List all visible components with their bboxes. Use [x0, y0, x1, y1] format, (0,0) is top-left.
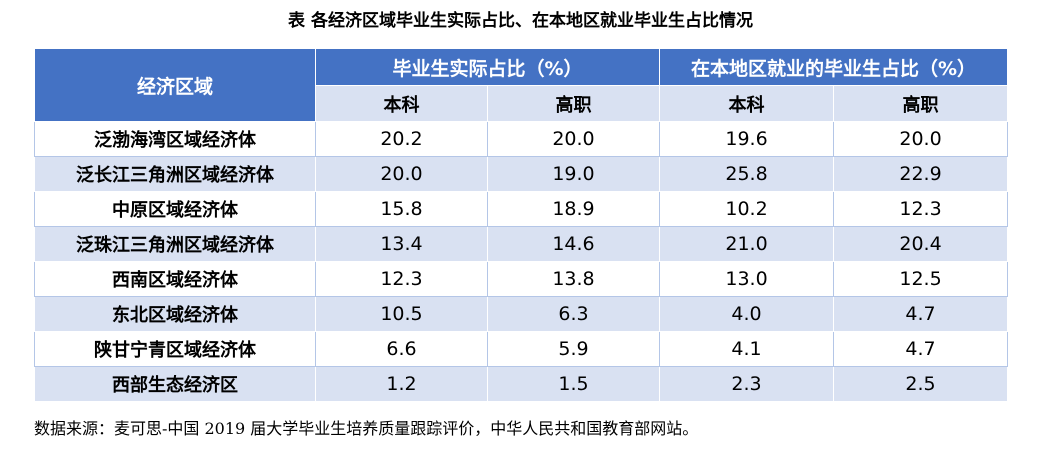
region-cell: 陕甘宁青区域经济体: [34, 331, 316, 367]
value-cell: 12.3: [833, 191, 1009, 227]
value-cell: 20.4: [833, 226, 1009, 262]
value-cell: 10.5: [315, 296, 488, 332]
table-row: 东北区域经济体 10.5 6.3 4.0 4.7: [34, 296, 1009, 332]
header-row-main: 经济区域 毕业生实际占比（%） 在本地区就业的毕业生占比（%）: [34, 48, 1009, 122]
header-sub-vocational-2: 高职: [833, 85, 1009, 122]
value-cell: 12.5: [833, 261, 1009, 297]
region-cell: 东北区域经济体: [34, 296, 316, 332]
header-region: 经济区域: [34, 48, 316, 122]
table-row: 泛长江三角洲区域经济体 20.0 19.0 25.8 22.9: [34, 156, 1009, 192]
value-cell: 2.3: [659, 366, 835, 402]
value-cell: 1.2: [315, 366, 488, 402]
value-cell: 20.0: [486, 121, 661, 157]
region-cell: 西南区域经济体: [34, 261, 316, 297]
region-cell: 中原区域经济体: [34, 191, 316, 227]
table-row: 西部生态经济区 1.2 1.5 2.3 2.5: [34, 366, 1009, 402]
value-cell: 22.9: [833, 156, 1009, 192]
value-cell: 6.3: [486, 296, 661, 332]
region-cell: 泛珠江三角洲区域经济体: [34, 226, 316, 262]
value-cell: 19.6: [659, 121, 835, 157]
table-row: 泛渤海湾区域经济体 20.2 20.0 19.6 20.0: [34, 121, 1009, 157]
value-cell: 25.8: [659, 156, 835, 192]
value-cell: 20.0: [315, 156, 488, 192]
value-cell: 4.1: [659, 331, 835, 367]
header-row-sub: 本科 高职 本科 高职: [35, 85, 1009, 122]
value-cell: 12.3: [315, 261, 488, 297]
region-cell: 泛渤海湾区域经济体: [34, 121, 316, 157]
value-cell: 21.0: [659, 226, 835, 262]
value-cell: 20.2: [315, 121, 488, 157]
value-cell: 5.9: [486, 331, 661, 367]
header-sub-undergrad-2: 本科: [659, 85, 835, 122]
table-row: 西南区域经济体 12.3 13.8 13.0 12.5: [34, 261, 1009, 297]
value-cell: 4.7: [833, 296, 1009, 332]
header-sub-vocational-1: 高职: [486, 85, 661, 122]
value-cell: 10.2: [659, 191, 835, 227]
value-cell: 13.8: [486, 261, 661, 297]
value-cell: 20.0: [833, 121, 1009, 157]
value-cell: 6.6: [315, 331, 488, 367]
source-note: 数据来源：麦可思-中国 2019 届大学毕业生培养质量跟踪评价，中华人民共和国教…: [34, 419, 699, 438]
value-cell: 13.0: [659, 261, 835, 297]
value-cell: 4.7: [833, 331, 1009, 367]
value-cell: 2.5: [833, 366, 1009, 402]
region-cell: 西部生态经济区: [34, 366, 316, 402]
header-group-local-employment: 在本地区就业的毕业生占比（%）: [659, 48, 1009, 86]
value-cell: 19.0: [486, 156, 661, 192]
table-title: 表 各经济区域毕业生实际占比、在本地区就业毕业生占比情况: [288, 11, 753, 31]
header-sub-undergrad-1: 本科: [315, 85, 488, 122]
value-cell: 15.8: [315, 191, 488, 227]
value-cell: 18.9: [486, 191, 661, 227]
header-group-actual-share: 毕业生实际占比（%）: [314, 48, 661, 86]
data-table: 经济区域 毕业生实际占比（%） 在本地区就业的毕业生占比（%） 本科 高职 本科…: [34, 48, 1009, 402]
value-cell: 4.0: [659, 296, 835, 332]
table-row: 陕甘宁青区域经济体 6.6 5.9 4.1 4.7: [34, 331, 1009, 367]
region-cell: 泛长江三角洲区域经济体: [34, 156, 316, 192]
value-cell: 13.4: [315, 226, 488, 262]
table-row: 泛珠江三角洲区域经济体 13.4 14.6 21.0 20.4: [34, 226, 1009, 262]
table-row: 中原区域经济体 15.8 18.9 10.2 12.3: [34, 191, 1009, 227]
table-body: 泛渤海湾区域经济体 20.2 20.0 19.6 20.0 泛长江三角洲区域经济体 20.0…: [34, 121, 1009, 402]
value-cell: 1.5: [486, 366, 661, 402]
value-cell: 14.6: [486, 226, 661, 262]
